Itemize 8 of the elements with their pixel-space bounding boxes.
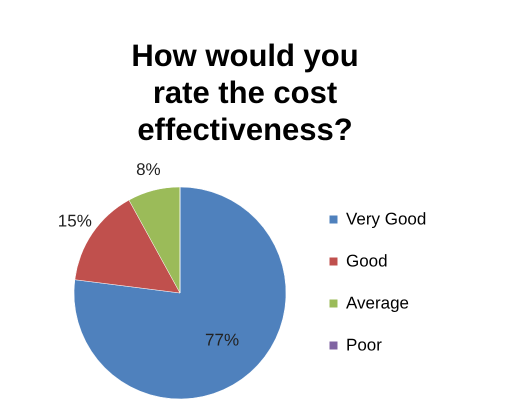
legend-label: Average — [346, 294, 410, 312]
legend-label: Good — [346, 252, 388, 270]
chart-title: How would you rate the cost effectiveness? — [131, 38, 359, 147]
data-label: 8% — [136, 160, 161, 179]
data-label: 77% — [205, 330, 240, 350]
data-label: 15% — [58, 212, 92, 231]
legend-label: Very Good — [346, 210, 426, 228]
legend-label: Poor — [346, 336, 382, 354]
